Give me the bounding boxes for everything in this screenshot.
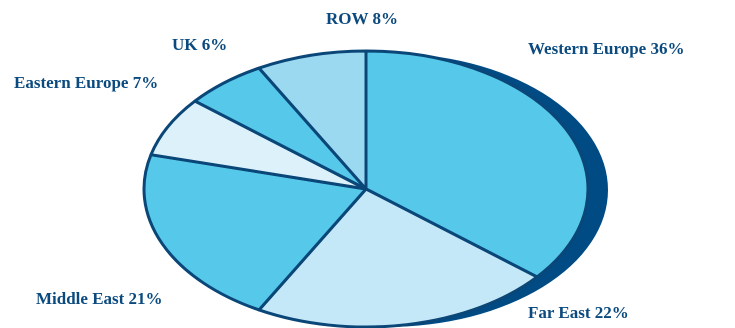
label-row: ROW 8% (326, 9, 398, 28)
pie-slice-far-east (257, 187, 539, 328)
label-far-east: Far East 22% (528, 303, 629, 322)
label-western-europe: Western Europe 36% (528, 39, 684, 58)
pie-slice-middle-east (142, 153, 368, 312)
label-middle-east: Middle East 21% (36, 289, 163, 308)
pie-slice-row (257, 49, 368, 191)
label-uk: UK 6% (172, 35, 227, 54)
label-eastern-europe: Eastern Europe 7% (14, 73, 158, 92)
pie-slice-western-europe (364, 49, 590, 279)
